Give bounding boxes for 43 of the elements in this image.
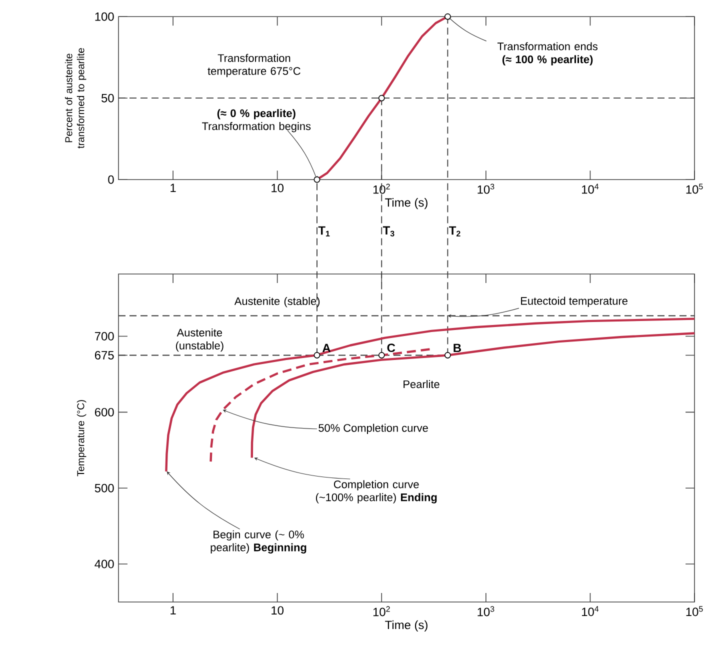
x-tick-label: 10$^{2}$ <box>373 606 390 616</box>
x-tick-label: 10 <box>272 184 284 192</box>
x-axis-title: Time (s) <box>385 198 428 210</box>
x-axis-title: Time (s) <box>385 620 428 632</box>
y-tick-label: 50 <box>102 94 114 102</box>
x-tick-label: 1 <box>170 606 176 614</box>
x-tick-label: 10 <box>272 606 284 615</box>
y-axis-title: Temperature (°C) <box>76 400 86 476</box>
y-tick-label: 600 <box>94 408 114 416</box>
x-tick-label: 10$^{4}$ <box>582 606 599 616</box>
x-tick-label: 10$^{5}$ <box>686 606 703 616</box>
annotation: Begin curve (~ 0% pearlite) Beginning <box>210 530 306 554</box>
annotation: Austenite (unstable) <box>176 328 224 352</box>
ref-line-label: T$_{2}$ <box>449 226 460 236</box>
y-tick-label: 675 <box>94 351 114 360</box>
annotation: 50% Completion curve <box>318 424 428 434</box>
y-tick-label: 700 <box>94 332 114 340</box>
annotation: C <box>387 344 396 352</box>
x-tick-label: 10$^{3}$ <box>478 184 494 194</box>
point <box>378 94 385 102</box>
point <box>444 13 451 20</box>
annotation: A <box>322 344 330 352</box>
x-tick-label: 10$^{4}$ <box>582 184 599 194</box>
point <box>314 176 320 183</box>
ref-line-label: T$_{3}$ <box>382 226 394 236</box>
x-tick-label: 10$^{5}$ <box>686 184 703 194</box>
annotation: Eutectoid temperature <box>521 296 628 307</box>
annotation: Completion curve (~100% pearlite) Ending <box>316 480 437 504</box>
x-tick-label: 1 <box>170 184 176 192</box>
y-tick-label: 400 <box>94 560 114 568</box>
annotation: B <box>454 344 461 352</box>
y-axis-title: Percent of austenite transformed to pearlite <box>64 48 86 148</box>
annotation: Austenite (stable) <box>234 296 320 308</box>
y-tick-label: 500 <box>94 484 114 492</box>
annotation: Transformation ends (≈ 100 % pearlite) <box>497 42 598 66</box>
y-tick-label: 0 <box>108 175 114 184</box>
y-tick-label: 100 <box>95 12 114 21</box>
x-tick-label: 10$^{3}$ <box>478 606 494 616</box>
ref-line-label: T$_{1}$ <box>318 226 330 236</box>
annotation: Transformation temperature 675°C <box>208 54 300 78</box>
annotation: Pearlite <box>404 380 440 388</box>
x-tick-label: 10$^{2}$ <box>373 184 390 194</box>
annotation: (≈ 0 % pearlite) Transformation begins <box>202 109 311 132</box>
